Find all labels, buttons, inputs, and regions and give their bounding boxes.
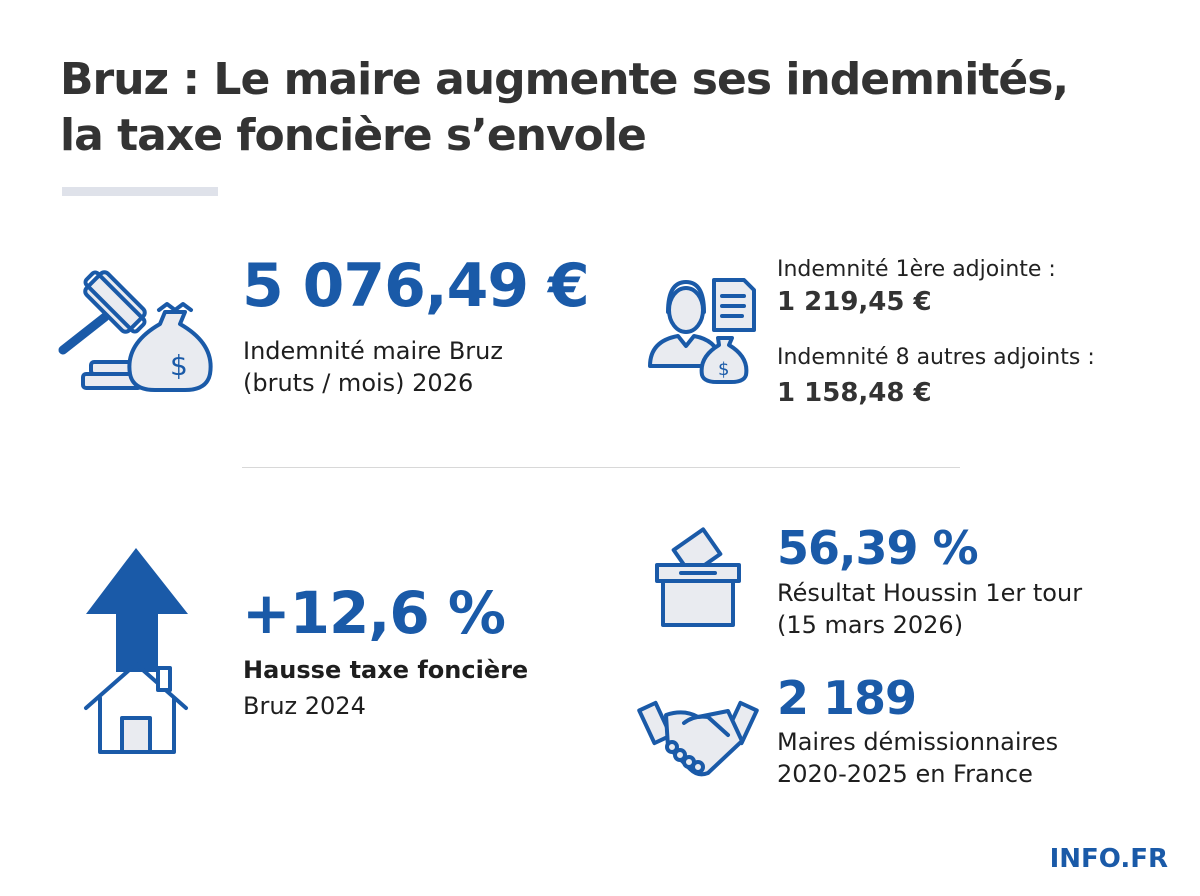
house-arrow-up-icon (84, 548, 188, 754)
svg-text:$: $ (170, 349, 188, 382)
label-line: Résultat Houssin 1er tour (777, 579, 1083, 607)
resignations-label: Maires démissionnaires 2020-2025 en Franc… (777, 726, 1058, 790)
title-underline (62, 187, 218, 196)
maire-indemnity-value: 5 076,49 € (242, 251, 590, 321)
page-title: Bruz : Le maire augmente ses indemnités,… (60, 52, 1069, 164)
maire-indemnity-label: Indemnité maire Bruz (bruts / mois) 2026 (243, 335, 503, 399)
ballot-box-icon (655, 527, 741, 627)
other-adjoints-label: Indemnité 8 autres adjoints : (777, 345, 1095, 370)
svg-text:$: $ (718, 359, 729, 380)
other-adjoints-value: 1 158,48 € (777, 378, 932, 408)
label-line: Maires démissionnaires (777, 728, 1059, 756)
tax-increase-value: +12,6 % (242, 579, 506, 647)
tax-increase-sublabel: Bruz 2024 (243, 692, 366, 720)
resignations-value: 2 189 (777, 671, 917, 725)
woman-document-money-icon: $ (648, 278, 756, 384)
title-line: Bruz : Le maire augmente ses indemnités, (60, 54, 1069, 105)
title-line: la taxe foncière s’envole (60, 110, 647, 161)
label-line: (bruts / mois) 2026 (243, 369, 474, 397)
handshake-icon (637, 700, 759, 777)
gavel-money-bag-icon: $ (58, 270, 213, 392)
brand-logo: INFO.FR (1049, 844, 1168, 874)
label-line: (15 mars 2026) (777, 611, 964, 639)
label-line: 2020-2025 en France (777, 760, 1033, 788)
first-adjoint-label: Indemnité 1ère adjointe : (777, 257, 1056, 282)
tax-increase-label: Hausse taxe foncière (243, 656, 529, 684)
first-adjoint-value: 1 219,45 € (777, 287, 932, 317)
election-result-label: Résultat Houssin 1er tour (15 mars 2026) (777, 577, 1082, 641)
divider (242, 467, 960, 468)
election-result-value: 56,39 % (777, 521, 979, 575)
label-line: Indemnité maire Bruz (243, 337, 503, 365)
